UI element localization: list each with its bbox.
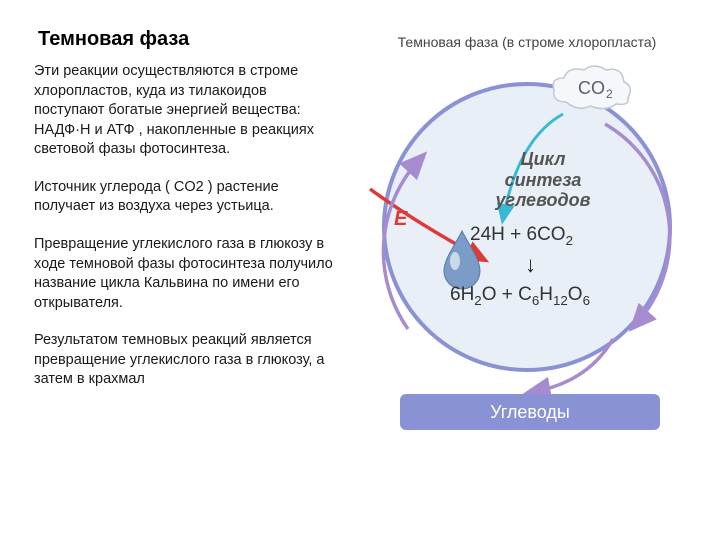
diagram-container: Темновая фаза (в строме хлоропласта) C: [358, 34, 696, 434]
equation-2: 6H2O + C6H12O6: [450, 284, 590, 308]
cloud-icon: CO 2: [546, 62, 636, 116]
para-2: Источник углерода ( CO2 ) растение получ…: [34, 178, 334, 217]
svg-text:CO: CO: [578, 78, 605, 98]
para-4: Результатом темновых реакций является пр…: [34, 331, 334, 390]
equation-1: 24H + 6CO2: [470, 224, 573, 248]
cycle-label: Цикл синтеза углеводов: [478, 149, 608, 211]
arrow-cycle-right: [605, 124, 670, 324]
para-3: Превращение углекислого газа в глюкозу в…: [34, 235, 334, 313]
svg-text:2: 2: [606, 87, 613, 101]
arrow-out-bottom: [533, 339, 613, 392]
e-label: E: [394, 208, 407, 231]
cycle-label-1: Цикл: [521, 149, 566, 169]
cycle-label-3: углеводов: [495, 190, 590, 210]
para-1: Эти реакции осуществляются в строме хлор…: [34, 62, 334, 160]
cycle-label-2: синтеза: [505, 170, 582, 190]
arrow-down-icon: ↓: [525, 252, 536, 278]
text-column: Эти реакции осуществляются в строме хлор…: [34, 62, 334, 408]
footer-box: Углеводы: [400, 394, 660, 430]
page-title: Темновая фаза: [38, 28, 189, 51]
arrow-cycle-left: [383, 159, 420, 329]
